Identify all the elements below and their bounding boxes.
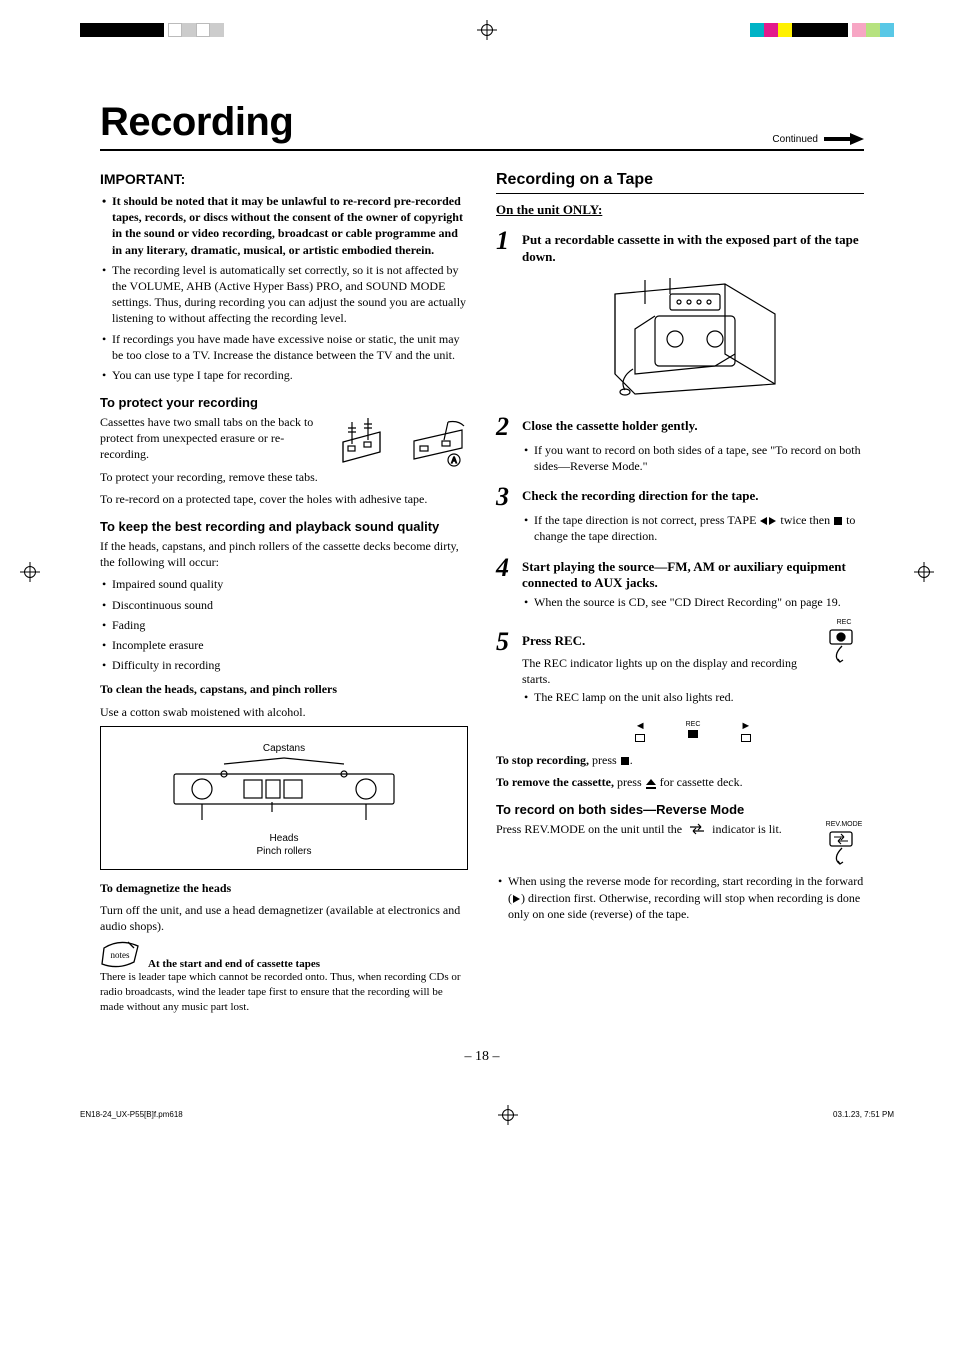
capstans-label: Capstans bbox=[117, 743, 451, 754]
page-number: – 18 – bbox=[100, 1049, 864, 1065]
list-item: Fading bbox=[100, 617, 468, 633]
step-3: 3 Check the recording direction for the … bbox=[496, 484, 864, 510]
play-icon bbox=[513, 895, 520, 903]
adhesive-tape-illustration: A bbox=[408, 414, 468, 469]
notes-para: There is leader tape which cannot be rec… bbox=[100, 970, 468, 1015]
demag-heading: To demagnetize the heads bbox=[100, 880, 468, 896]
list-item: Difficulty in recording bbox=[100, 657, 468, 673]
step-1: 1 Put a recordable cassette in with the … bbox=[496, 228, 864, 266]
svg-text:notes: notes bbox=[111, 950, 130, 960]
demag-para: Turn off the unit, and use a head demagn… bbox=[100, 902, 468, 934]
step-text: Close the cassette holder gently. bbox=[522, 414, 698, 435]
svg-text:A: A bbox=[451, 456, 457, 465]
play-icon bbox=[769, 517, 776, 525]
footer-filename: EN18-24_UX-P55[B]f.pm6 bbox=[80, 1110, 174, 1119]
title-row: Recording Continued bbox=[100, 100, 864, 151]
rec-button-label: REC bbox=[824, 619, 864, 626]
indicator-row: ◄ REC ► bbox=[522, 721, 864, 742]
reg-block-left bbox=[80, 23, 224, 37]
reverse-mode-notes: When using the reverse mode for recordin… bbox=[496, 873, 864, 922]
page-body: Recording Continued IMPORTANT: It should… bbox=[0, 40, 954, 1105]
step-4-note: When the source is CD, see "CD Direct Re… bbox=[522, 594, 864, 610]
rollers-label: Pinch rollers bbox=[117, 846, 451, 857]
continued-arrow-icon bbox=[824, 133, 864, 145]
crosshair-icon bbox=[498, 1105, 518, 1125]
left-column: IMPORTANT: It should be noted that it ma… bbox=[100, 171, 468, 1021]
cassette-tab-illustration bbox=[338, 414, 398, 469]
play-indicator: ► bbox=[740, 721, 751, 742]
reverse-mode-icon bbox=[687, 823, 707, 839]
step-number: 4 bbox=[496, 555, 514, 581]
recording-tape-heading: Recording on a Tape bbox=[496, 171, 864, 194]
quality-issues-list: Impaired sound quality Discontinuous sou… bbox=[100, 576, 468, 673]
step-number: 1 bbox=[496, 228, 514, 254]
protect-para-2: To protect your recording, remove these … bbox=[100, 469, 328, 485]
step-text: Press REC. bbox=[522, 629, 585, 650]
keep-quality-heading: To keep the best recording and playback … bbox=[100, 519, 468, 534]
reverse-mode-heading: To record on both sides—Reverse Mode bbox=[496, 802, 864, 817]
step-2-note: If you want to record on both sides of a… bbox=[522, 442, 864, 474]
footer-timestamp: 03.1.23, 7:51 PM bbox=[833, 1110, 894, 1119]
step-3-note: If the tape direction is not correct, pr… bbox=[522, 512, 864, 544]
continued-indicator: Continued bbox=[772, 133, 864, 145]
protect-para-1: Cassettes have two small tabs on the bac… bbox=[100, 414, 328, 463]
step-text: Start playing the source—FM, AM or auxil… bbox=[522, 555, 864, 593]
reverse-mode-para: Press REV.MODE on the unit until the ind… bbox=[496, 821, 814, 838]
eject-icon bbox=[646, 779, 656, 789]
list-item: Discontinuous sound bbox=[100, 597, 468, 613]
protect-para-3: To re-record on a protected tape, cover … bbox=[100, 491, 468, 507]
step-number: 3 bbox=[496, 484, 514, 510]
list-item: If recordings you have made have excessi… bbox=[100, 331, 468, 363]
list-item: Incomplete erasure bbox=[100, 637, 468, 653]
step-2: 2 Close the cassette holder gently. bbox=[496, 414, 864, 440]
crosshair-icon bbox=[477, 20, 497, 40]
footer-row: EN18-24_UX-P55[B]f.pm6 18 03.1.23, 7:51 … bbox=[0, 1105, 954, 1145]
list-item: When using the reverse mode for recordin… bbox=[496, 873, 864, 922]
continued-label: Continued bbox=[772, 134, 818, 145]
registration-marks-top bbox=[0, 0, 954, 40]
step-5: 5 Press REC. bbox=[496, 629, 814, 655]
unit-only-heading: On the unit ONLY: bbox=[496, 202, 864, 218]
step-5-note: The REC lamp on the unit also lights red… bbox=[522, 689, 814, 705]
list-item: It should be noted that it may be unlawf… bbox=[100, 193, 468, 258]
step-text: Check the recording direction for the ta… bbox=[522, 484, 759, 505]
list-item: You can use type I tape for recording. bbox=[100, 367, 468, 383]
notes-icon: notes bbox=[100, 940, 142, 970]
mechanism-diagram: Capstans Heads Pinch rollers bbox=[100, 726, 468, 870]
stop-icon bbox=[834, 517, 842, 525]
step-number: 2 bbox=[496, 414, 514, 440]
list-item: The recording level is automatically set… bbox=[100, 262, 468, 327]
stop-icon bbox=[621, 757, 629, 765]
keep-quality-para: If the heads, capstans, and pinch roller… bbox=[100, 538, 468, 570]
important-list: It should be noted that it may be unlawf… bbox=[100, 193, 468, 383]
right-column: Recording on a Tape On the unit ONLY: 1 … bbox=[496, 171, 864, 1021]
step-text: Put a recordable cassette in with the ex… bbox=[522, 228, 864, 266]
reg-block-right bbox=[750, 23, 894, 37]
step-5-para: The REC indicator lights up on the displ… bbox=[522, 655, 814, 687]
page-title: Recording bbox=[100, 100, 293, 145]
revmode-button-label: REV.MODE bbox=[824, 821, 864, 828]
step-number: 5 bbox=[496, 629, 514, 655]
protect-heading: To protect your recording bbox=[100, 395, 468, 410]
heads-label: Heads bbox=[117, 833, 451, 844]
footer-page: 18 bbox=[174, 1110, 183, 1119]
cassette-insert-illustration bbox=[575, 274, 785, 404]
important-heading: IMPORTANT: bbox=[100, 171, 468, 187]
list-item: Impaired sound quality bbox=[100, 576, 468, 592]
rewind-icon bbox=[760, 517, 767, 525]
revmode-button-illustration: REV.MODE bbox=[824, 821, 864, 873]
remove-cassette-para: To remove the cassette, press for casset… bbox=[496, 774, 864, 790]
rec-indicator: REC bbox=[686, 721, 701, 742]
clean-para: Use a cotton swab moistened with alcohol… bbox=[100, 704, 468, 720]
stop-recording-para: To stop recording, press . bbox=[496, 752, 864, 768]
rewind-indicator: ◄ bbox=[635, 721, 646, 742]
rec-button-illustration: REC bbox=[824, 619, 864, 671]
step-4: 4 Start playing the source—FM, AM or aux… bbox=[496, 555, 864, 593]
clean-heading: To clean the heads, capstans, and pinch … bbox=[100, 681, 468, 697]
notes-heading: At the start and end of cassette tapes bbox=[148, 958, 320, 970]
